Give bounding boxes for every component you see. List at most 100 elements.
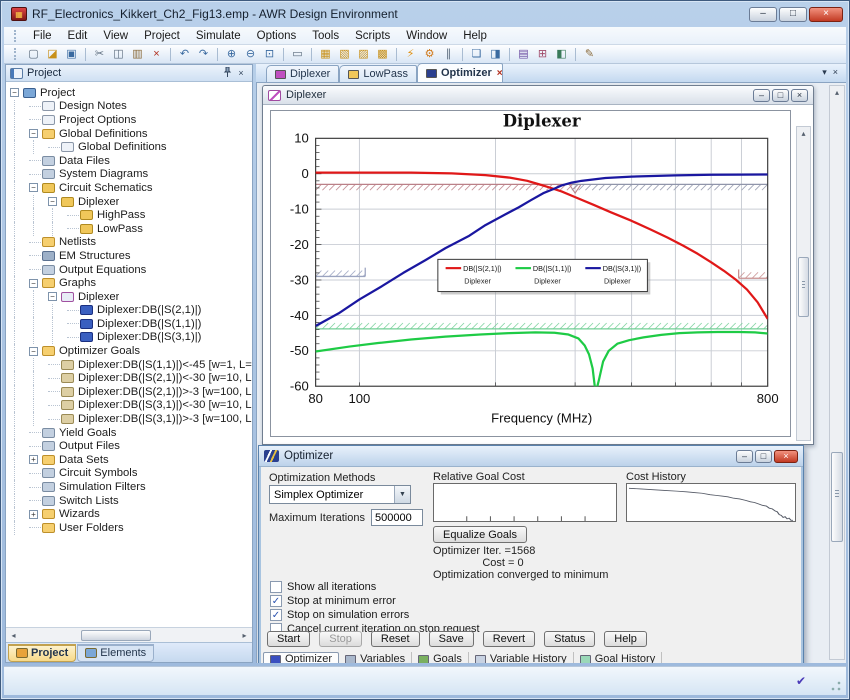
tree-item-diplexer-db-s-1-1-45-w-1-l-2-r[interactable]: Diplexer:DB(|S(1,1)|)<-45 [w=1, L=2, Ran… xyxy=(6,358,252,372)
tree-item-diplexer-db-s-1-1-[interactable]: Diplexer:DB(|S(1,1)|) xyxy=(6,317,252,331)
panel-tab-elements[interactable]: Elements xyxy=(77,644,154,662)
checkbox-box[interactable]: ✓ xyxy=(270,595,282,607)
optimization-method-dropdown[interactable]: Simplex Optimizer ▼ xyxy=(269,485,411,504)
save-button[interactable]: Save xyxy=(429,631,474,647)
tree-item-diplexer-db-s-3-1-[interactable]: Diplexer:DB(|S(3,1)|) xyxy=(6,331,252,345)
tree-item-diplexer-db-s-2-1-[interactable]: Diplexer:DB(|S(2,1)|) xyxy=(6,304,252,318)
tree-item-user-folders[interactable]: User Folders xyxy=(6,521,252,535)
scripts-editor-icon[interactable]: ✎ xyxy=(581,47,598,62)
tree-item-diplexer-db-s-3-1-30-w-10-l-2-[interactable]: Diplexer:DB(|S(3,1)|)<-30 [w=10, L=2, Ra… xyxy=(6,399,252,413)
layout-view-icon[interactable]: ▤ xyxy=(515,47,532,62)
symbol-view-icon[interactable]: ⊞ xyxy=(534,47,551,62)
collapse-expander-icon[interactable]: − xyxy=(29,279,38,288)
tree-item-graphs[interactable]: −Graphs xyxy=(6,276,252,290)
graph-close-button[interactable]: × xyxy=(791,89,808,102)
collapse-expander-icon[interactable]: − xyxy=(29,347,38,356)
optimize-icon[interactable]: ⚙ xyxy=(421,47,438,62)
close-button[interactable]: × xyxy=(809,7,843,22)
tree-item-output-files[interactable]: Output Files xyxy=(6,439,252,453)
tree-item-data-sets[interactable]: +Data Sets xyxy=(6,453,252,467)
graph-scroll-thumb[interactable] xyxy=(798,257,809,317)
panel-close-icon[interactable]: × xyxy=(234,68,248,78)
help-button[interactable]: Help xyxy=(604,631,647,647)
optimizer-tab-goals[interactable]: Goals xyxy=(412,652,469,664)
tree-item-netlists[interactable]: Netlists xyxy=(6,236,252,250)
stop-button[interactable]: Stop xyxy=(319,631,362,647)
equalize-goals-button[interactable]: Equalize Goals xyxy=(433,526,527,543)
pause-icon[interactable]: ∥ xyxy=(440,47,457,62)
tree-item-design-notes[interactable]: Design Notes xyxy=(6,100,252,114)
checkbox-box[interactable]: ✓ xyxy=(270,609,282,621)
tree-item-circuit-symbols[interactable]: Circuit Symbols xyxy=(6,467,252,481)
delete-icon[interactable]: × xyxy=(148,47,165,62)
tree-item-yield-goals[interactable]: Yield Goals xyxy=(6,426,252,440)
tree-item-simulation-filters[interactable]: Simulation Filters xyxy=(6,480,252,494)
collapse-expander-icon[interactable]: − xyxy=(48,197,57,206)
menu-item-edit[interactable]: Edit xyxy=(61,29,95,43)
tree-item-data-files[interactable]: Data Files xyxy=(6,154,252,168)
tree-item-system-diagrams[interactable]: System Diagrams xyxy=(6,168,252,182)
tree-hscrollbar[interactable]: ◂ ▸ xyxy=(6,627,252,642)
start-button[interactable]: Start xyxy=(267,631,310,647)
tree-item-switch-lists[interactable]: Switch Lists xyxy=(6,494,252,508)
tree-item-output-equations[interactable]: Output Equations xyxy=(6,263,252,277)
undo-icon[interactable]: ↶ xyxy=(176,47,193,62)
tree-item-diplexer-db-s-3-1-3-w-100-l-2-[interactable]: Diplexer:DB(|S(3,1)|)>-3 [w=100, L=2, Ra… xyxy=(6,412,252,426)
zoom-out-icon[interactable]: ⊖ xyxy=(242,47,259,62)
zoom-area-icon[interactable]: ⊡ xyxy=(261,47,278,62)
tabstrip-close-icon[interactable]: × xyxy=(833,67,838,78)
menu-item-help[interactable]: Help xyxy=(456,29,494,43)
collapse-expander-icon[interactable]: − xyxy=(29,129,38,138)
tree-item-highpass[interactable]: HighPass xyxy=(6,208,252,222)
add-schematic-icon[interactable]: ▦ xyxy=(317,47,334,62)
tree-item-global-definitions[interactable]: −Global Definitions xyxy=(6,127,252,141)
mdi-vscrollbar[interactable]: ▴ xyxy=(829,85,845,660)
optimizer-tab-variables[interactable]: Variables xyxy=(339,652,412,664)
menu-item-project[interactable]: Project xyxy=(137,29,187,43)
menu-item-options[interactable]: Options xyxy=(250,29,304,43)
doc-tab-diplexer[interactable]: Diplexer xyxy=(266,65,339,82)
menu-item-window[interactable]: Window xyxy=(399,29,454,43)
optimizer-tab-variable-history[interactable]: Variable History xyxy=(469,652,574,664)
mdi-scroll-up-arrow[interactable]: ▴ xyxy=(830,86,844,100)
menu-item-tools[interactable]: Tools xyxy=(305,29,346,43)
collapse-expander-icon[interactable]: − xyxy=(48,292,57,301)
menu-item-view[interactable]: View xyxy=(96,29,135,43)
menu-item-simulate[interactable]: Simulate xyxy=(189,29,248,43)
scroll-right-arrow[interactable]: ▸ xyxy=(237,631,252,640)
revert-button[interactable]: Revert xyxy=(483,631,535,647)
save-file-icon[interactable]: ▣ xyxy=(63,47,80,62)
expand-expander-icon[interactable]: + xyxy=(29,510,38,519)
zoom-in-icon[interactable]: ⊕ xyxy=(223,47,240,62)
tree-item-circuit-schematics[interactable]: −Circuit Schematics xyxy=(6,181,252,195)
copy-icon[interactable]: ◫ xyxy=(110,47,127,62)
scroll-left-arrow[interactable]: ◂ xyxy=(6,631,21,640)
tree-item-em-structures[interactable]: EM Structures xyxy=(6,249,252,263)
optimizer-titlebar[interactable]: Optimizer – □ × xyxy=(259,446,803,467)
tree-item-diplexer[interactable]: −Diplexer xyxy=(6,290,252,304)
new-file-icon[interactable]: ▢ xyxy=(25,47,42,62)
add-em-structure-icon[interactable]: ▨ xyxy=(355,47,372,62)
tree-item-global-definitions[interactable]: Global Definitions xyxy=(6,140,252,154)
checkbox-stop-on-simulation-errors[interactable]: ✓Stop on simulation errors xyxy=(270,609,409,621)
tab-close-icon[interactable]: × xyxy=(497,68,503,79)
optimizer-tab-goal-history[interactable]: Goal History xyxy=(574,652,663,664)
graph-maximize-button[interactable]: □ xyxy=(772,89,789,102)
tree-item-project-options[interactable]: Project Options xyxy=(6,113,252,127)
reset-button[interactable]: Reset xyxy=(371,631,420,647)
window-cascade-icon[interactable]: ❏ xyxy=(468,47,485,62)
optimizer-close-button[interactable]: × xyxy=(774,450,798,463)
tree-item-project[interactable]: −Project xyxy=(6,86,252,100)
panel-tab-project[interactable]: Project xyxy=(8,644,76,662)
window-tile-icon[interactable]: ◨ xyxy=(487,47,504,62)
graph-minimize-button[interactable]: – xyxy=(753,89,770,102)
expand-expander-icon[interactable]: + xyxy=(29,455,38,464)
new-window-icon[interactable]: ▭ xyxy=(289,47,306,62)
tree-item-diplexer-db-s-2-1-30-w-10-l-2-[interactable]: Diplexer:DB(|S(2,1)|)<-30 [w=10, L=2, Ra… xyxy=(6,371,252,385)
doc-tab-optimizer[interactable]: Optimizer× xyxy=(417,63,503,82)
max-iterations-input[interactable] xyxy=(371,509,423,526)
add-system-diagram-icon[interactable]: ▧ xyxy=(336,47,353,62)
browser-view-icon[interactable]: ◧ xyxy=(553,47,570,62)
optimizer-minimize-button[interactable]: – xyxy=(736,450,753,463)
menu-item-scripts[interactable]: Scripts xyxy=(348,29,397,43)
